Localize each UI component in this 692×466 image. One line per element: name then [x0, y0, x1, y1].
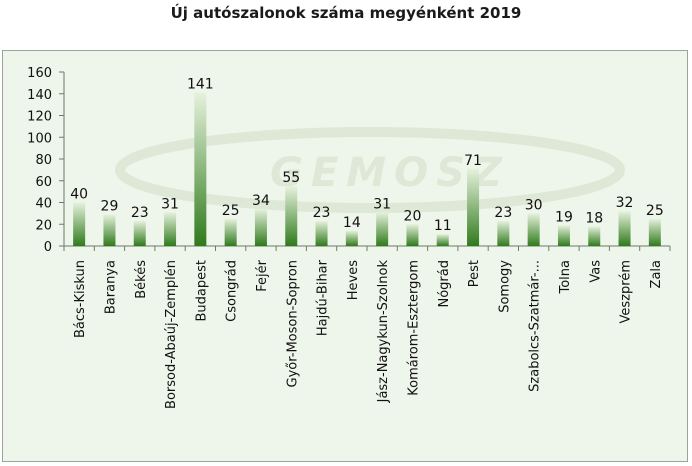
y-tick-label: 20 [35, 218, 52, 233]
category-label: Baranya [103, 260, 118, 314]
bar [345, 230, 358, 246]
bar [133, 220, 146, 246]
category-label: Békés [134, 260, 149, 299]
bar [436, 234, 449, 246]
data-label: 23 [494, 205, 512, 221]
y-tick-label: 100 [27, 131, 52, 146]
bar [648, 218, 661, 246]
category-label: Heves [346, 260, 361, 300]
category-label: Bács-Kiskun [73, 260, 88, 338]
data-label: 14 [343, 215, 361, 231]
bar [224, 218, 237, 246]
bar [618, 211, 631, 246]
category-label: Hajdú-Bihar [316, 259, 331, 336]
data-label: 30 [525, 197, 543, 213]
y-tick-label: 40 [35, 197, 52, 212]
data-label: 40 [70, 187, 88, 203]
category-label: Jász-Nagykun-Szolnok [376, 260, 391, 404]
y-tick-label: 60 [35, 175, 52, 190]
data-label: 18 [585, 210, 603, 226]
bar [164, 212, 177, 246]
chart-area [2, 50, 688, 462]
y-tick-label: 160 [27, 66, 52, 81]
category-label: Szabolcs-Szatmár-... [528, 260, 543, 392]
category-label: Borsod-Abaúj-Zemplén [164, 260, 179, 409]
category-label: Nógrád [437, 260, 452, 308]
data-label: 19 [555, 209, 573, 225]
category-label: Csongrád [225, 260, 240, 322]
bar [194, 92, 207, 246]
category-label: Vas [588, 260, 603, 283]
data-label: 32 [616, 195, 634, 211]
category-label: Tolna [558, 260, 573, 295]
category-label: Zala [649, 260, 664, 288]
category-label: Somogy [497, 260, 512, 313]
bar [103, 214, 116, 246]
data-label: 71 [464, 153, 482, 169]
y-tick-label: 0 [44, 240, 52, 255]
data-label: 29 [101, 198, 119, 214]
category-label: Komárom-Esztergom [406, 260, 421, 396]
data-label: 20 [404, 208, 422, 224]
category-label: Fejér [255, 259, 270, 291]
category-label: Budapest [194, 260, 209, 322]
data-label: 23 [131, 205, 149, 221]
bar [376, 212, 389, 246]
data-label: 55 [282, 170, 300, 186]
bar [254, 209, 267, 246]
bar [557, 225, 570, 246]
data-label: 25 [646, 203, 664, 219]
category-label: Veszprém [619, 260, 634, 323]
data-label: 11 [434, 218, 452, 234]
category-label: Pest [467, 260, 482, 287]
bar [497, 220, 510, 246]
watermark-logo: GEMOSZ [270, 150, 510, 196]
data-label: 31 [373, 196, 391, 212]
data-label: 141 [187, 77, 214, 93]
watermark-swoosh [115, 127, 625, 213]
bar [588, 226, 601, 246]
data-label: 34 [252, 193, 270, 209]
bar [73, 202, 86, 246]
data-label: 31 [161, 196, 179, 212]
y-tick-label: 80 [35, 153, 52, 168]
bar [406, 224, 419, 246]
category-label: Győr-Moson-Sopron [285, 260, 300, 387]
data-label: 23 [313, 205, 331, 221]
y-tick-label: 140 [27, 88, 52, 103]
bar [527, 213, 540, 246]
bar [285, 186, 298, 246]
bar [467, 168, 480, 246]
chart-title: Új autószalonok száma megyénként 2019 [170, 4, 522, 22]
bar [315, 220, 328, 246]
y-tick-label: 120 [27, 110, 52, 125]
data-label: 25 [222, 203, 240, 219]
